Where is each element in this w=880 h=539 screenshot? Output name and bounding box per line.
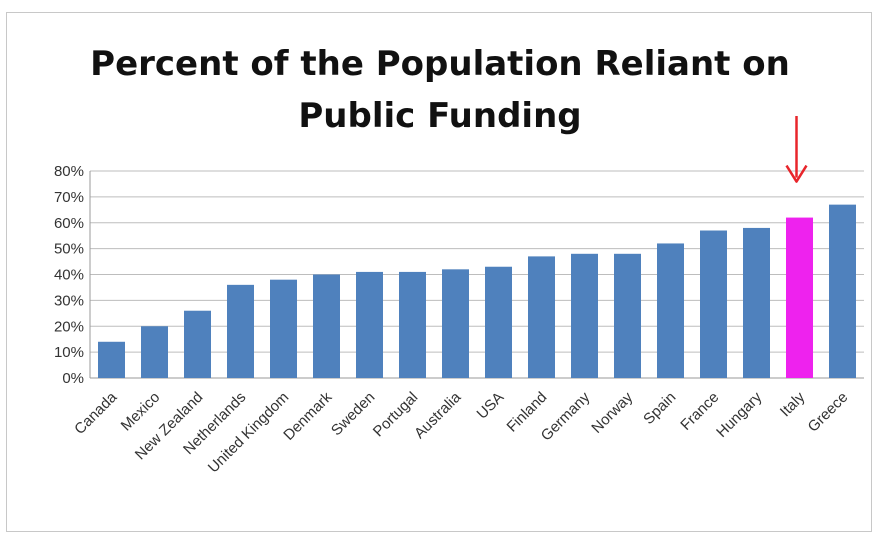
x-category-label: USA: [473, 389, 507, 423]
bar-spain: [657, 243, 684, 378]
chart-frame: [6, 12, 872, 532]
bar-new-zealand: [184, 310, 211, 378]
chart-title-line-2: Public Funding: [298, 96, 582, 136]
y-tick-label: 30%: [54, 292, 84, 309]
bar-greece: [829, 204, 856, 378]
bar-finland: [528, 256, 555, 378]
y-axis: 0% 10% 20% 30% 40% 50% 60% 70% 80%: [54, 163, 91, 387]
y-tick-label: 80%: [54, 163, 84, 180]
annotations: [785, 116, 808, 183]
bar-italy: [786, 217, 813, 378]
y-tick-label: 40%: [54, 267, 84, 284]
bars: [98, 204, 856, 378]
bar-france: [700, 230, 727, 378]
bar-germany: [571, 253, 598, 378]
x-category-label: United Kingdom: [205, 389, 292, 476]
bar-usa: [485, 266, 512, 378]
chart-title: Percent of the Population Reliant on Pub…: [0, 38, 880, 142]
bar-australia: [442, 269, 469, 378]
x-category-label: Italy: [777, 388, 809, 420]
bar-netherlands: [227, 284, 254, 378]
x-category-label: Spain: [640, 389, 679, 428]
bar-united-kingdom: [270, 279, 297, 378]
bar-hungary: [743, 227, 770, 378]
y-tick-label: 10%: [54, 344, 84, 361]
x-category-label: Norway: [588, 388, 636, 436]
x-category-label: Australia: [411, 388, 465, 442]
bar-norway: [614, 253, 641, 378]
x-category-label: Denmark: [280, 388, 335, 443]
x-category-label: Greece: [805, 389, 852, 436]
y-tick-label: 60%: [54, 215, 84, 232]
bar-sweden: [356, 271, 383, 378]
y-tick-label: 70%: [54, 189, 84, 206]
x-category-label: Canada: [71, 388, 121, 438]
y-tick-label: 0%: [62, 370, 84, 387]
bar-canada: [98, 341, 125, 378]
bar-portugal: [399, 271, 426, 378]
chart-title-line-1: Percent of the Population Reliant on: [90, 44, 790, 84]
bar-mexico: [141, 326, 168, 378]
bar-denmark: [313, 274, 340, 378]
y-tick-label: 20%: [54, 318, 84, 335]
gridlines: [90, 170, 864, 379]
x-category-label: Hungary: [713, 388, 765, 440]
annotation-arrow-head: [785, 164, 808, 183]
x-category-label: Sweden: [328, 389, 378, 439]
y-tick-label: 50%: [54, 241, 84, 258]
